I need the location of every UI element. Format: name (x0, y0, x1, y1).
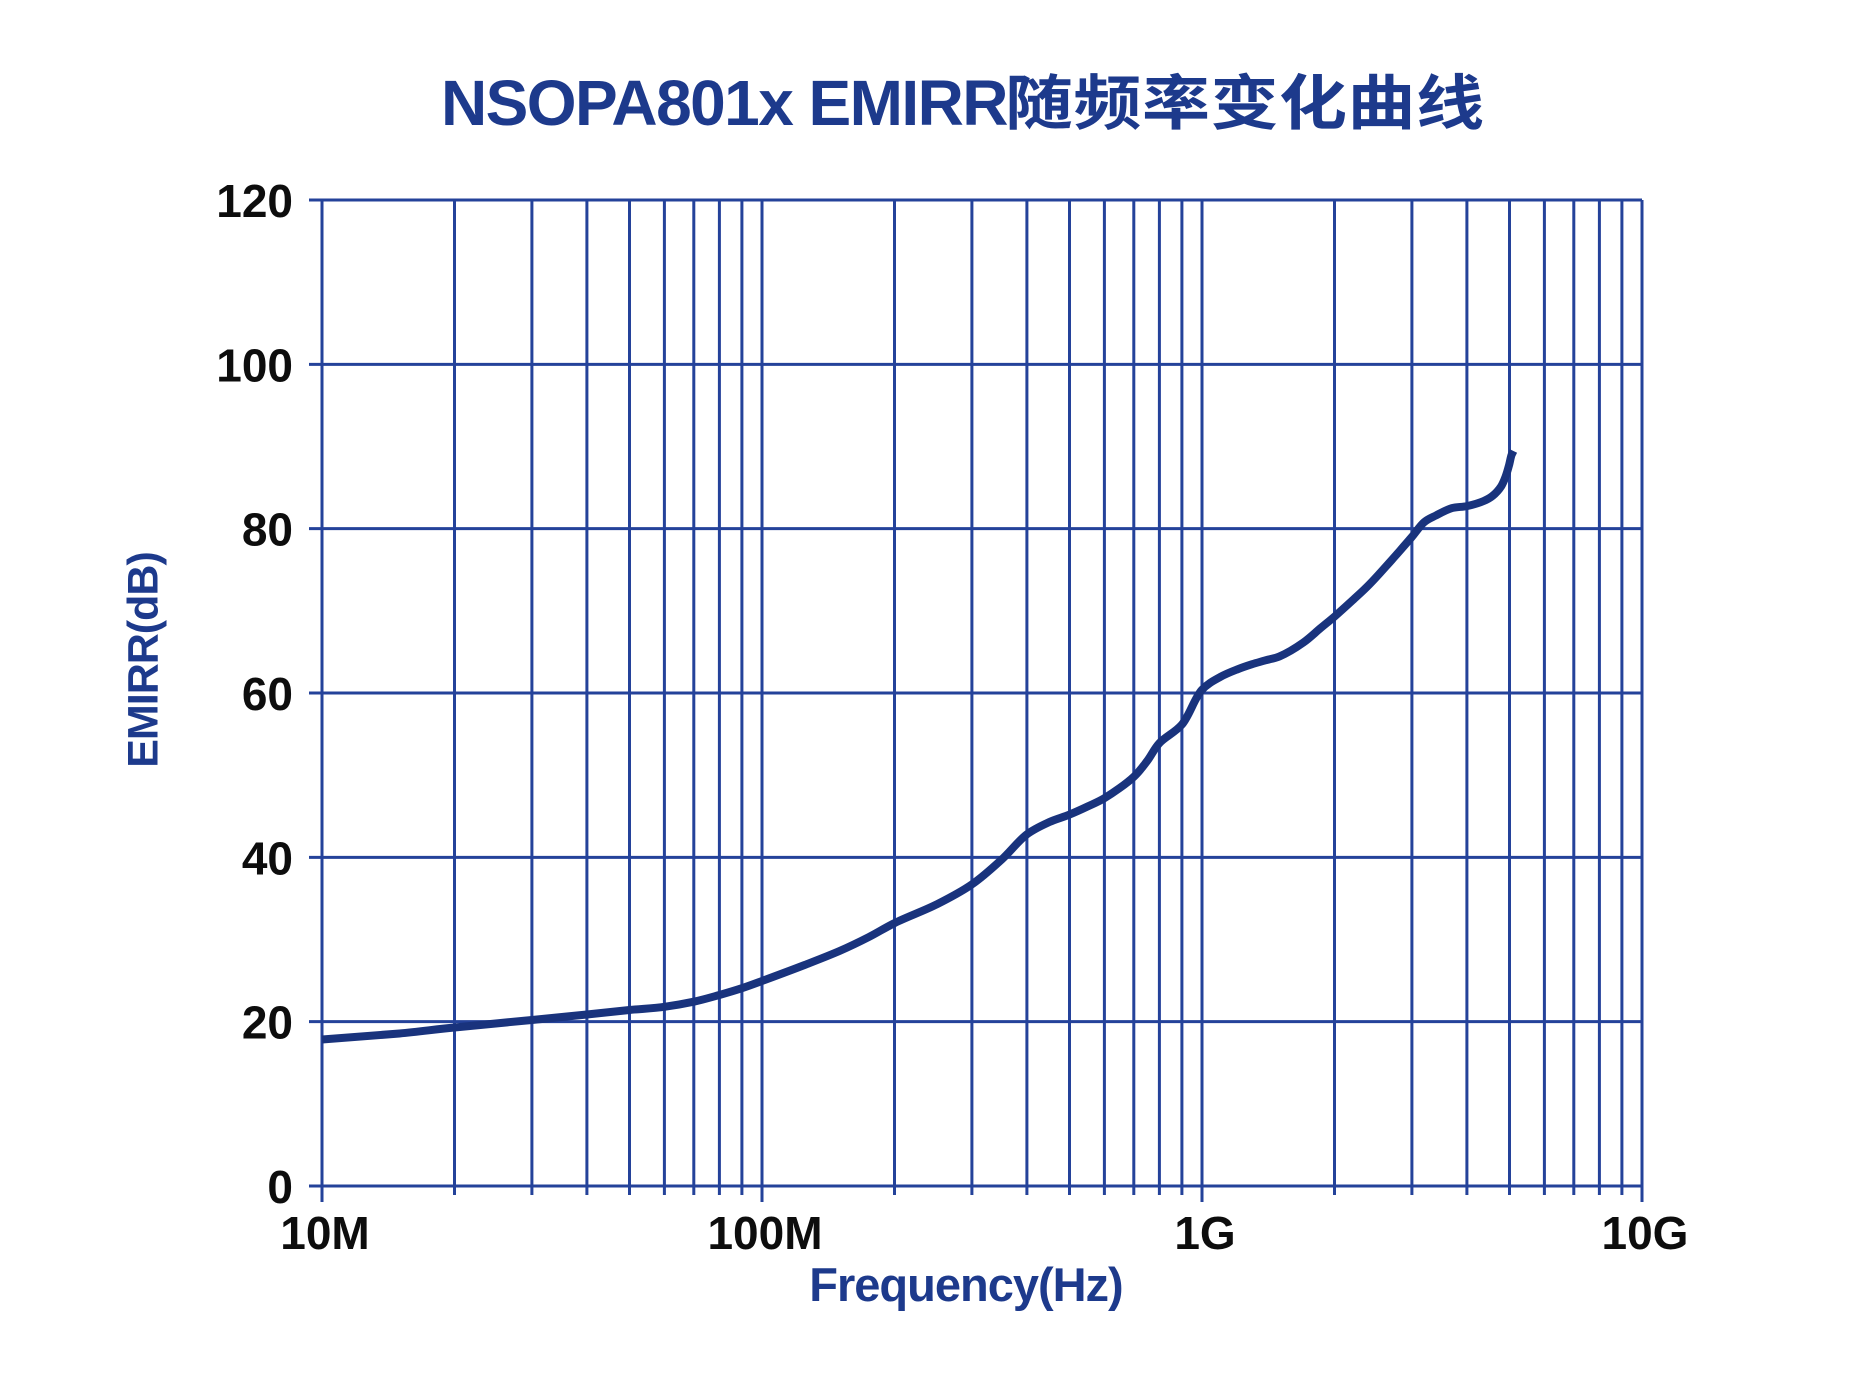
svg-text:120: 120 (216, 175, 293, 227)
svg-text:20: 20 (242, 997, 293, 1049)
svg-text:0: 0 (267, 1161, 293, 1213)
svg-text:100: 100 (216, 339, 293, 391)
svg-text:80: 80 (242, 504, 293, 556)
svg-text:NSOPA801x EMIRR: NSOPA801x EMIRR (441, 67, 1007, 139)
svg-text:40: 40 (242, 832, 293, 884)
svg-text:60: 60 (242, 668, 293, 720)
svg-text:100M: 100M (707, 1207, 822, 1259)
svg-text:1G: 1G (1174, 1207, 1235, 1259)
svg-text:10M: 10M (280, 1207, 369, 1259)
svg-text:EMIRR(dB): EMIRR(dB) (120, 552, 168, 768)
svg-text:10G: 10G (1602, 1207, 1689, 1259)
svg-text:Frequency(Hz): Frequency(Hz) (809, 1258, 1122, 1311)
